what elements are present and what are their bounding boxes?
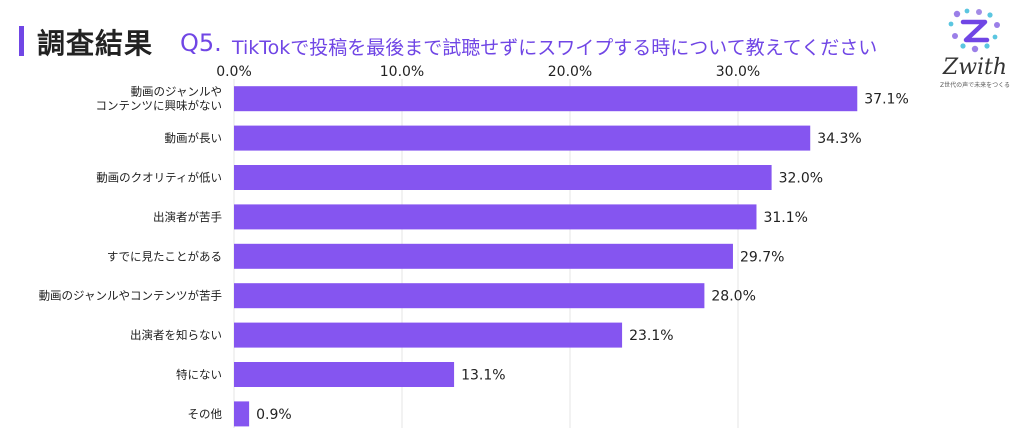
x-tick-label: 10.0% [380,64,424,80]
bar-value-label: 13.1% [461,368,505,384]
title-accent-bar [19,26,24,56]
question-text: TikTokで投稿を最後まで試聴せずにスワイプする時について教えてください [232,37,878,59]
category-label: 動画が長い [165,131,223,145]
logo-wordmark: Zwith [942,55,1007,80]
category-label: 動画のクオリティが低い [96,171,222,185]
bar [234,165,772,190]
bar-value-label: 37.1% [864,92,908,108]
category-label: 動画のジャンルやコンテンツに興味がない [96,85,223,113]
x-tick-label: 0.0% [216,64,252,80]
category-label: すでに見たことがある [107,249,222,263]
category-label: その他 [188,407,223,421]
bar-value-label: 31.1% [763,210,807,226]
category-label: 動画のジャンルやコンテンツが苦手 [39,289,222,303]
bar [234,243,733,269]
bar [234,86,858,112]
bar-value-label: 28.0% [711,289,755,305]
bar-value-label: 32.0% [779,171,823,187]
category-label: 特にない [176,368,222,382]
bar [234,125,811,151]
x-tick-label: 30.0% [716,64,760,80]
bar-value-label: 0.9% [256,407,292,423]
bar-value-label: 34.3% [817,131,861,147]
page-title: 調査結果 [37,27,154,60]
zwith-logo: Zwith Z世代の声で未来をつくる [940,8,1010,89]
bar-value-label: 23.1% [629,328,673,344]
category-label: 出演者を知らない [130,328,222,342]
x-tick-label: 20.0% [548,64,592,80]
bar-value-label: 29.7% [740,249,784,265]
bar [234,401,250,427]
category-label: 出演者が苦手 [153,210,222,224]
bar [234,362,455,387]
bar [234,283,705,309]
logo-mark-icon [948,8,1000,53]
bar [234,204,757,230]
logo-tagline: Z世代の声で未来をつくる [940,81,1010,89]
bar [234,322,623,348]
question-number: Q5. [180,29,222,57]
